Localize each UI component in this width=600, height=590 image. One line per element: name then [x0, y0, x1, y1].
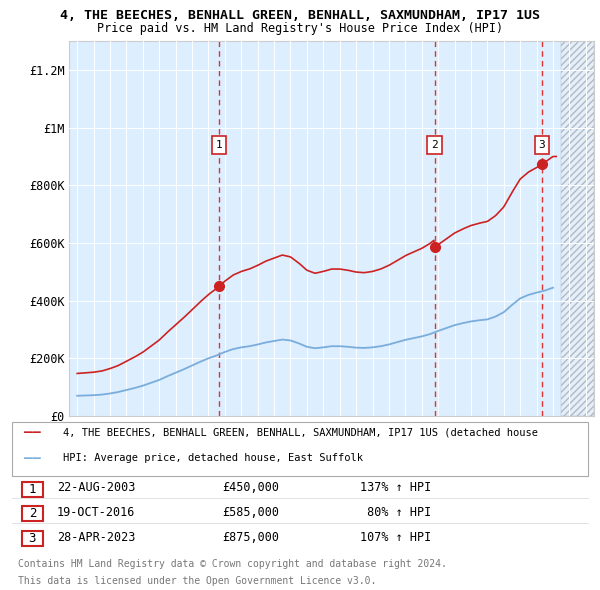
Text: 2: 2: [29, 507, 36, 520]
Text: Contains HM Land Registry data © Crown copyright and database right 2024.: Contains HM Land Registry data © Crown c…: [18, 559, 447, 569]
Text: 4, THE BEECHES, BENHALL GREEN, BENHALL, SAXMUNDHAM, IP17 1US: 4, THE BEECHES, BENHALL GREEN, BENHALL, …: [60, 9, 540, 22]
Text: 3: 3: [29, 532, 36, 545]
Text: 80% ↑ HPI: 80% ↑ HPI: [360, 506, 431, 519]
Text: ——: ——: [24, 451, 41, 466]
Text: £585,000: £585,000: [222, 506, 279, 519]
Text: ——: ——: [24, 425, 41, 440]
Text: 1: 1: [29, 483, 36, 496]
Text: 2: 2: [431, 140, 438, 150]
Bar: [561, 41, 594, 416]
Text: 4, THE BEECHES, BENHALL GREEN, BENHALL, SAXMUNDHAM, IP17 1US (detached house: 4, THE BEECHES, BENHALL GREEN, BENHALL, …: [63, 428, 538, 437]
Bar: [561, 41, 594, 416]
Text: Price paid vs. HM Land Registry's House Price Index (HPI): Price paid vs. HM Land Registry's House …: [97, 22, 503, 35]
Text: 22-AUG-2003: 22-AUG-2003: [57, 481, 136, 494]
Text: 107% ↑ HPI: 107% ↑ HPI: [360, 531, 431, 544]
Text: 28-APR-2023: 28-APR-2023: [57, 531, 136, 544]
Text: 3: 3: [538, 140, 545, 150]
Text: £875,000: £875,000: [222, 531, 279, 544]
Text: 137% ↑ HPI: 137% ↑ HPI: [360, 481, 431, 494]
Text: HPI: Average price, detached house, East Suffolk: HPI: Average price, detached house, East…: [63, 454, 363, 463]
Text: £450,000: £450,000: [222, 481, 279, 494]
Text: 19-OCT-2016: 19-OCT-2016: [57, 506, 136, 519]
Text: 1: 1: [216, 140, 223, 150]
Text: This data is licensed under the Open Government Licence v3.0.: This data is licensed under the Open Gov…: [18, 576, 376, 586]
